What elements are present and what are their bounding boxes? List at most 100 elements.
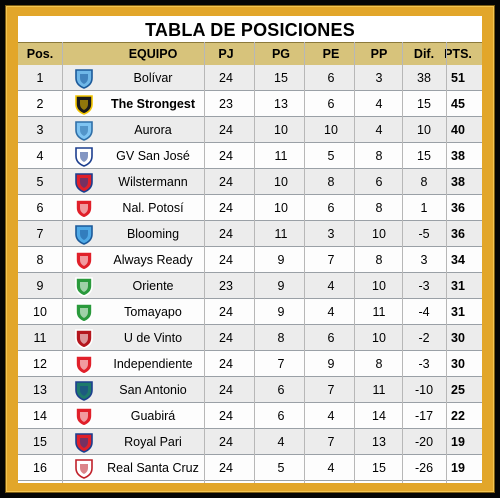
drawn-cell: 9 <box>327 357 335 371</box>
points-cell: 51 <box>451 71 465 85</box>
position-cell: 13 <box>33 383 47 397</box>
drawn-cell: 3 <box>327 227 335 241</box>
table-row: 15 Royal Pari 24 4 7 13 -20 19 <box>18 429 482 455</box>
drawn-cell: 5 <box>327 149 335 163</box>
team-name-cell: GV San José <box>116 149 190 163</box>
goal-difference-cell: -3 <box>418 279 430 293</box>
real-santa-cruz-crest-icon <box>73 457 95 479</box>
goal-difference-cell: 15 <box>417 97 431 111</box>
goal-difference-cell: -3 <box>418 357 430 371</box>
won-cell: 9 <box>277 253 285 267</box>
team-name-cell: Nal. Potosí <box>122 201 184 215</box>
points-cell: 40 <box>451 123 465 137</box>
won-cell: 8 <box>277 331 285 345</box>
table-title: TABLA DE POSICIONES <box>18 16 482 42</box>
team-name-cell: Bolívar <box>133 71 173 85</box>
tomayapo-crest-icon <box>73 301 95 323</box>
header-pp: PP <box>370 47 388 61</box>
lost-cell: 10 <box>372 227 386 241</box>
points-cell: 34 <box>451 253 465 267</box>
won-cell: 6 <box>277 383 285 397</box>
lost-cell: 6 <box>375 175 383 189</box>
drawn-cell: 8 <box>327 175 335 189</box>
goal-difference-cell: -10 <box>414 383 434 397</box>
position-cell: 6 <box>36 201 44 215</box>
goal-difference-cell: 8 <box>420 175 428 189</box>
points-cell: 19 <box>451 435 465 449</box>
table-row: 7 Blooming 24 11 3 10 -5 36 <box>18 221 482 247</box>
won-cell: 4 <box>277 435 285 449</box>
points-cell: 45 <box>451 97 465 111</box>
won-cell: 13 <box>274 97 288 111</box>
drawn-cell: 4 <box>327 279 335 293</box>
lost-cell: 15 <box>372 461 386 475</box>
position-cell: 8 <box>36 253 44 267</box>
position-cell: 15 <box>33 435 47 449</box>
goal-difference-cell: -20 <box>414 435 434 449</box>
points-cell: 25 <box>451 383 465 397</box>
team-name-cell: San Antonio <box>119 383 187 397</box>
table-row: 10 Tomayapo 24 9 4 11 -4 31 <box>18 299 482 325</box>
table-row: 4 GV San José 24 11 5 8 15 38 <box>18 143 482 169</box>
position-cell: 4 <box>36 149 44 163</box>
position-cell: 1 <box>36 71 44 85</box>
points-cell: 30 <box>451 331 465 345</box>
position-cell: 11 <box>33 331 47 345</box>
played-cell: 23 <box>219 97 233 111</box>
won-cell: 7 <box>277 357 285 371</box>
lost-cell: 8 <box>375 201 383 215</box>
played-cell: 24 <box>219 461 233 475</box>
goal-difference-cell: -4 <box>418 305 430 319</box>
header-team: EQUIPO <box>128 47 178 61</box>
played-cell: 24 <box>219 175 233 189</box>
drawn-cell: 6 <box>327 201 335 215</box>
table-row: 2 The Strongest 23 13 6 4 15 45 <box>18 91 482 117</box>
position-cell: 16 <box>33 461 47 475</box>
drawn-cell: 4 <box>327 409 335 423</box>
bolivar-crest-icon <box>73 67 95 89</box>
position-cell: 10 <box>33 305 47 319</box>
drawn-cell: 6 <box>327 331 335 345</box>
table-row: 6 Nal. Potosí 24 10 6 8 1 36 <box>18 195 482 221</box>
played-cell: 24 <box>219 123 233 137</box>
drawn-cell: 7 <box>327 253 335 267</box>
table-header: Pos. EQUIPO PJ PG PE PP Dif. PTS. <box>18 42 482 66</box>
gv-san-jose-crest-icon <box>73 145 95 167</box>
header-pe: PE <box>322 47 340 61</box>
wilstermann-crest-icon <box>73 171 95 193</box>
won-cell: 6 <box>277 409 285 423</box>
lost-cell: 3 <box>375 71 383 85</box>
goal-difference-cell: 15 <box>417 149 431 163</box>
table-row: 16 Real Santa Cruz 24 5 4 15 -26 19 <box>18 455 482 481</box>
position-cell: 12 <box>33 357 47 371</box>
won-cell: 5 <box>277 461 285 475</box>
column-divider <box>402 42 403 483</box>
lost-cell: 11 <box>372 305 386 319</box>
points-cell: 36 <box>451 201 465 215</box>
played-cell: 24 <box>219 357 233 371</box>
table-row: 1 Bolívar 24 15 6 3 38 51 <box>18 65 482 91</box>
goal-difference-cell: -17 <box>414 409 434 423</box>
points-cell: 31 <box>451 279 465 293</box>
drawn-cell: 6 <box>327 97 335 111</box>
header-pj: PJ <box>218 47 234 61</box>
lost-cell: 8 <box>375 253 383 267</box>
lost-cell: 13 <box>372 435 386 449</box>
lost-cell: 8 <box>375 357 383 371</box>
lost-cell: 10 <box>372 331 386 345</box>
team-name-cell: U de Vinto <box>123 331 183 345</box>
played-cell: 24 <box>219 305 233 319</box>
aurora-crest-icon <box>73 119 95 141</box>
position-cell: 2 <box>36 97 44 111</box>
guabira-crest-icon <box>73 405 95 427</box>
won-cell: 9 <box>277 305 285 319</box>
team-name-cell: Blooming <box>126 227 180 241</box>
goal-difference-cell: 38 <box>417 71 431 85</box>
points-cell: 36 <box>451 227 465 241</box>
column-divider <box>446 42 447 483</box>
header-pg: PG <box>271 47 291 61</box>
team-name-cell: Tomayapo <box>124 305 182 319</box>
goal-difference-cell: -26 <box>414 461 434 475</box>
drawn-cell: 6 <box>327 71 335 85</box>
position-cell: 3 <box>36 123 44 137</box>
